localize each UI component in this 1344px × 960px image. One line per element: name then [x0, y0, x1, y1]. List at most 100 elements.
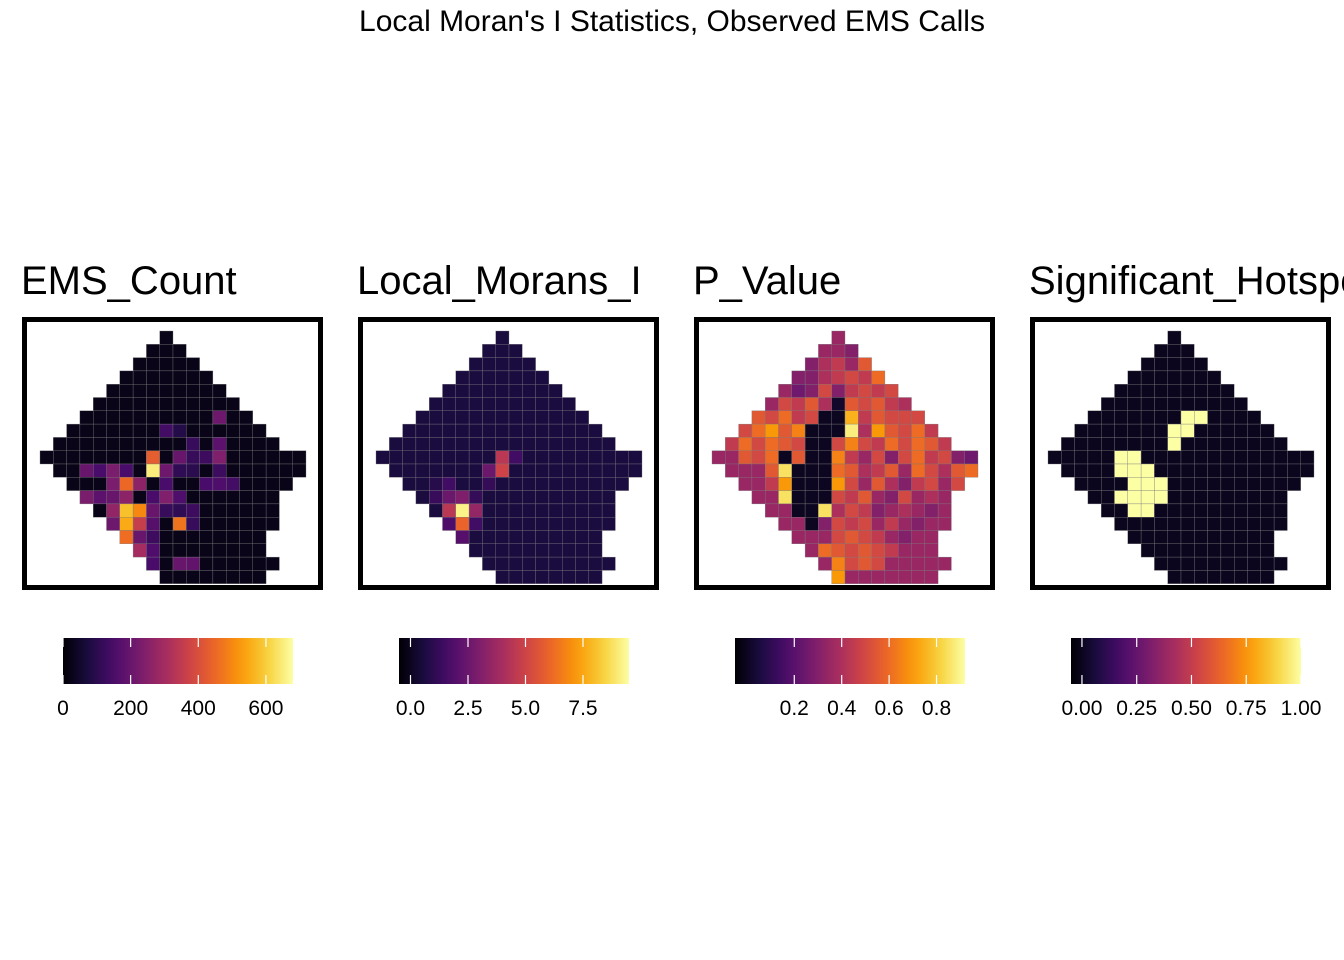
- grid-cell: [871, 370, 886, 385]
- grid-cell: [1087, 477, 1102, 491]
- colorbar-tick-label: 0.0: [395, 697, 426, 720]
- grid-cell: [1167, 384, 1182, 398]
- grid-cell: [1220, 570, 1235, 584]
- grid-cell: [871, 423, 886, 438]
- colorbar-p-value: [735, 638, 965, 684]
- grid-cell: [615, 463, 629, 478]
- grid-cell: [199, 477, 214, 491]
- grid-cell: [279, 477, 293, 491]
- grid-cell: [818, 503, 832, 518]
- grid-cell: [1101, 437, 1115, 451]
- grid-cell: [898, 477, 912, 491]
- grid-cell: [1287, 450, 1301, 465]
- grid-cell: [562, 437, 576, 451]
- grid-cell: [535, 490, 550, 505]
- grid-cell: [132, 423, 147, 438]
- grid-cell: [508, 357, 523, 372]
- grid-cell: [1194, 397, 1208, 411]
- grid-cell: [482, 437, 496, 451]
- grid-cell: [818, 437, 832, 451]
- grid-cell: [804, 503, 819, 518]
- grid-cell: [186, 463, 200, 478]
- grid-cell: [937, 437, 952, 451]
- grid-cell: [911, 437, 925, 451]
- panel-title-significant-hotspots: Significant_Hotspots: [1029, 259, 1344, 303]
- grid-cell: [924, 503, 939, 518]
- grid-cell: [1180, 437, 1195, 451]
- grid-cell: [1260, 503, 1275, 518]
- grid-cell: [1140, 477, 1155, 491]
- grid-cell: [884, 503, 899, 518]
- grid-cell: [1167, 463, 1182, 478]
- grid-cell: [1087, 463, 1102, 478]
- grid-cell: [1101, 477, 1115, 491]
- grid-cell: [226, 530, 240, 544]
- colorbar-tick-label: 0: [57, 697, 69, 720]
- grid-cell: [159, 543, 174, 558]
- grid-cell: [751, 490, 766, 505]
- grid-cell: [252, 517, 267, 531]
- grid-cell: [1194, 490, 1208, 505]
- grid-cell: [911, 543, 925, 558]
- grid-cell: [601, 437, 616, 451]
- grid-cell: [495, 530, 510, 544]
- grid-cell: [1167, 503, 1182, 518]
- grid-cell: [738, 450, 753, 465]
- grid-cell: [1273, 517, 1288, 531]
- grid-cell: [1247, 570, 1261, 584]
- grid-cell: [911, 410, 925, 425]
- grid-cell: [1127, 370, 1142, 385]
- grid-cell: [146, 463, 160, 478]
- grid-cell: [535, 477, 550, 491]
- grid-cell: [1194, 450, 1208, 465]
- figure-title: Local Moran's I Statistics, Observed EMS…: [359, 5, 985, 38]
- grid-cell: [575, 517, 589, 531]
- grid-cell: [415, 477, 430, 491]
- grid-cell: [199, 530, 214, 544]
- grid-cell: [1154, 384, 1168, 398]
- grid-cell: [871, 477, 886, 491]
- grid-cell: [132, 517, 147, 531]
- grid-cell: [1273, 477, 1288, 491]
- grid-cell: [159, 330, 174, 345]
- grid-cell: [389, 463, 403, 478]
- grid-cell: [1180, 477, 1195, 491]
- grid-cell: [1207, 517, 1222, 531]
- grid-cell: [1140, 490, 1155, 505]
- grid-cell: [186, 437, 200, 451]
- map-local-morans-i: [358, 317, 659, 590]
- grid-cell: [93, 490, 107, 505]
- colorbar-fill: [63, 638, 293, 684]
- grid-cell: [1074, 477, 1089, 491]
- grid-cell: [1207, 543, 1222, 558]
- grid-cell: [898, 517, 912, 531]
- grid-cell: [495, 543, 510, 558]
- grid-cell: [186, 370, 200, 385]
- grid-cell: [831, 503, 846, 518]
- grid-cell: [858, 370, 872, 385]
- grid-cell: [1180, 530, 1195, 544]
- grid-cell: [132, 410, 147, 425]
- grid-cell: [119, 530, 134, 544]
- grid-cell: [172, 570, 187, 584]
- grid-cell: [106, 410, 120, 425]
- grid-cell: [1180, 556, 1195, 571]
- colorbar-tick-label: 2.5: [453, 697, 483, 720]
- grid-cell: [765, 423, 779, 438]
- grid-cell: [562, 397, 576, 411]
- grid-cell: [778, 517, 792, 531]
- colorbar-tick-label: 0.2: [779, 697, 809, 720]
- grid-cell: [628, 463, 643, 478]
- grid-cell: [119, 397, 134, 411]
- grid-cell: [442, 384, 456, 398]
- grid-cell: [1287, 477, 1301, 491]
- grid-cell: [844, 357, 859, 372]
- grid-cell: [924, 556, 939, 571]
- grid-cell: [898, 410, 912, 425]
- grid-cell: [172, 397, 187, 411]
- grid-cell: [1114, 423, 1128, 438]
- grid-cell: [871, 437, 886, 451]
- grid-cell: [725, 463, 739, 478]
- grid-cell: [804, 357, 819, 372]
- grid-cell: [738, 463, 753, 478]
